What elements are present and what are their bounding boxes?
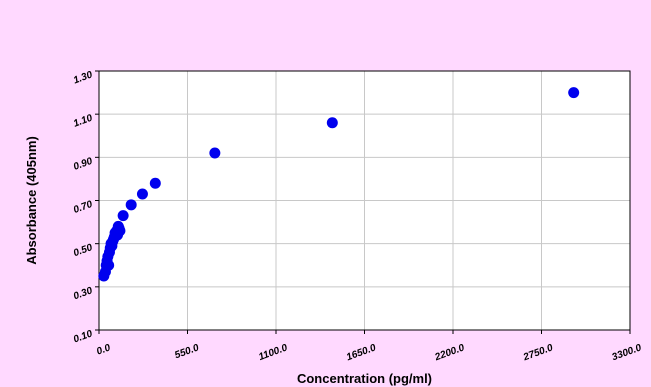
y-tick-label: 0.30 xyxy=(72,285,94,302)
data-point xyxy=(114,225,126,237)
data-point xyxy=(117,210,129,222)
y-tick-label: 0.90 xyxy=(72,156,94,173)
grid xyxy=(99,71,630,330)
x-tick-label: 0.0 xyxy=(95,342,112,357)
axis-ticks xyxy=(95,70,631,334)
y-tick-label: 1.30 xyxy=(72,69,94,86)
x-tick-label: 1100.0 xyxy=(257,342,289,363)
x-tick-label: 2750.0 xyxy=(521,342,555,363)
data-point xyxy=(125,199,137,211)
x-axis-title: Concentration (pg/ml) xyxy=(297,371,432,386)
y-tick-label: 0.70 xyxy=(72,199,94,216)
data-point xyxy=(568,87,580,99)
x-tick-label: 3300.0 xyxy=(611,342,644,363)
data-point xyxy=(136,188,148,200)
data-points xyxy=(98,87,580,282)
y-axis-tick-labels: 0.10 0.30 0.50 0.70 0.90 1.10 1.30 xyxy=(72,69,94,345)
y-axis-title: Absorbance (405nm) xyxy=(24,136,39,265)
data-point xyxy=(103,259,115,271)
x-axis-tick-labels: 0.0 550.0 1100.0 1650.0 2200.0 2750.0 3300.0 xyxy=(95,342,643,363)
y-tick-label: 0.10 xyxy=(72,328,94,345)
data-point xyxy=(209,147,221,159)
data-point xyxy=(326,117,338,129)
x-tick-label: 1650.0 xyxy=(345,342,378,363)
x-tick-label: 550.0 xyxy=(173,342,201,361)
data-point xyxy=(149,177,161,189)
x-tick-label: 2200.0 xyxy=(433,342,467,363)
y-tick-label: 0.50 xyxy=(72,242,94,259)
y-tick-label: 1.10 xyxy=(72,113,94,130)
